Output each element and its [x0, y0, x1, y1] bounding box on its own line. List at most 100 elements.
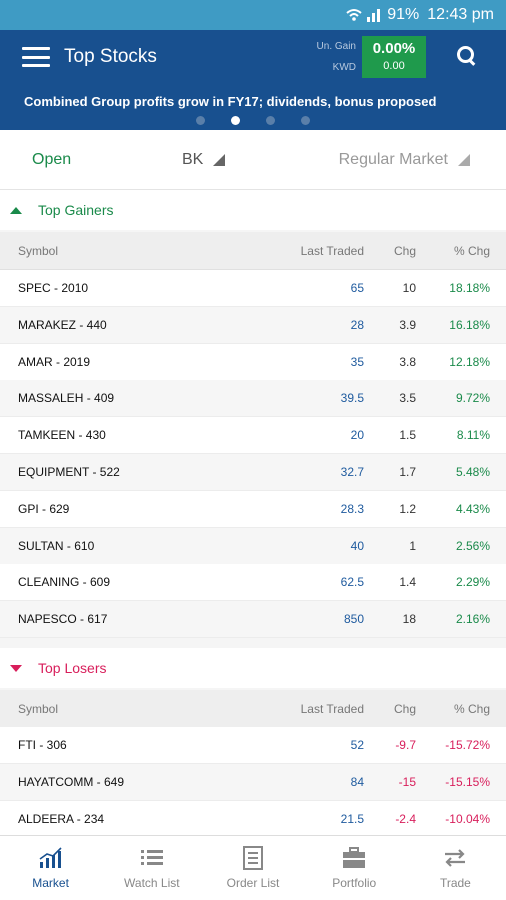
market-type-dropdown[interactable]: Regular Market	[322, 151, 470, 169]
nav-order-list[interactable]: Order List	[202, 836, 303, 900]
chg-cell: 3.9	[399, 317, 416, 332]
last-traded-cell: 52	[350, 738, 364, 752]
news-ticker[interactable]: Combined Group profits grow in FY17; div…	[0, 84, 506, 130]
table-row[interactable]: HAYATCOMM - 649 84 -15 -15.15%	[0, 763, 506, 801]
table-row[interactable]: AMAR - 2019 35 3.8 12.18%	[0, 343, 506, 381]
symbol-cell: ALDEERA - 234	[18, 811, 105, 826]
pct-chg-cell: 16.18%	[449, 317, 490, 332]
news-headline: Combined Group profits grow in FY17; div…	[24, 94, 437, 109]
last-traded-cell: 28	[350, 317, 364, 332]
chg-cell: 3.5	[399, 391, 416, 406]
chg-cell: 10	[402, 281, 416, 295]
pct-chg-cell: 2.16%	[455, 612, 490, 627]
last-traded-cell: 84	[350, 774, 364, 789]
signal-icons	[345, 7, 383, 23]
dropdown-triangle-icon	[458, 153, 470, 166]
last-traded-cell: 21.5	[340, 811, 364, 826]
col-pct-chg: % Chg	[453, 701, 490, 716]
pct-chg-cell: 18.18%	[449, 281, 490, 295]
page-title: Top Stocks	[64, 46, 157, 67]
table-row[interactable]: EQUIPMENT - 522 32.7 1.7 5.48%	[0, 454, 506, 491]
wifi-signal-icon	[346, 9, 381, 22]
pct-chg-cell: 8.11%	[456, 428, 490, 443]
nav-trade[interactable]: Trade	[405, 836, 506, 900]
unrealized-gain-box[interactable]: 0.00% 0.00	[362, 36, 426, 78]
col-chg: Chg	[393, 243, 416, 258]
hamburger-menu-icon[interactable]	[22, 47, 50, 67]
nav-portfolio[interactable]: Portfolio	[304, 836, 405, 900]
nav-label: Market	[32, 876, 69, 890]
pct-chg-cell: 5.48%	[455, 465, 490, 479]
last-traded-cell: 28.3	[340, 501, 364, 516]
last-traded-cell: 850	[343, 612, 364, 627]
exchange-dropdown[interactable]: BK	[182, 151, 322, 169]
nav-label: Watch List	[124, 876, 180, 890]
carousel-dot[interactable]	[266, 116, 275, 125]
table-row[interactable]: TAMKEEN - 430 20 1.5 8.11%	[0, 417, 506, 455]
last-traded-cell: 20	[350, 428, 364, 443]
pct-chg-cell: 2.56%	[455, 538, 490, 553]
top-losers-header[interactable]: Top Losers	[0, 648, 506, 688]
chg-cell: 18	[402, 612, 416, 627]
chg-cell: -2.4	[395, 811, 416, 826]
nav-label: Order List	[226, 876, 280, 890]
symbol-cell: NAPESCO - 617	[18, 612, 108, 627]
table-row[interactable]: NAPESCO - 617 850 18 2.16%	[0, 601, 506, 639]
status-time: 12:43 pm	[427, 6, 494, 23]
symbol-cell: CLEANING - 609	[18, 575, 111, 590]
col-last-traded: Last Traded	[300, 243, 364, 258]
collapse-down-icon	[10, 664, 22, 672]
top-gainers-header[interactable]: Top Gainers	[0, 190, 506, 230]
pct-chg-cell: -15.72%	[445, 738, 490, 752]
nav-market[interactable]: Market	[0, 836, 101, 900]
top-losers-title: Top Losers	[38, 660, 107, 676]
exchange-value: BK	[182, 150, 204, 168]
table-row[interactable]: ALDEERA - 234 21.5 -2.4 -10.04%	[0, 800, 506, 838]
last-traded-cell: 65	[350, 281, 364, 295]
gain-percent: 0.00%	[372, 40, 416, 57]
bottom-navigation: Market Watch List Order List Portfolio	[0, 835, 506, 900]
col-chg: Chg	[393, 701, 416, 716]
filter-row: Open BK Regular Market	[0, 130, 506, 190]
table-row[interactable]: GPI - 629 28.3 1.2 4.43%	[0, 490, 506, 528]
chg-cell: -15	[398, 774, 416, 789]
symbol-cell: GPI - 629	[18, 501, 70, 516]
battery-level: 91%	[387, 6, 420, 23]
symbol-cell: AMAR - 2019	[18, 354, 91, 369]
gainers-column-header: Symbol Last Traded Chg % Chg	[0, 232, 506, 270]
market-status: Open	[32, 150, 72, 168]
gain-labels: Un. Gain KWD	[317, 36, 356, 78]
table-row[interactable]: CLEANING - 609 62.5 1.4 2.29%	[0, 564, 506, 602]
table-row[interactable]: MASSALEH - 409 39.5 3.5 9.72%	[0, 380, 506, 418]
unrealized-gain-label: Un. Gain	[316, 41, 356, 52]
pct-chg-cell: -15.15%	[445, 774, 490, 789]
carousel-dot-active[interactable]	[231, 116, 240, 125]
nav-label: Trade	[439, 876, 471, 890]
table-row[interactable]: SULTAN - 610 40 1 2.56%	[0, 527, 506, 565]
carousel-dot[interactable]	[301, 116, 310, 125]
search-icon[interactable]	[456, 45, 480, 69]
nav-label: Portfolio	[332, 876, 377, 890]
app-bar: Top Stocks Un. Gain KWD 0.00% 0.00	[0, 30, 506, 84]
dropdown-triangle-icon	[213, 153, 226, 166]
carousel-dot[interactable]	[196, 116, 205, 125]
chg-cell: 1	[409, 538, 416, 553]
last-traded-cell: 40	[350, 538, 364, 553]
col-pct-chg: % Chg	[453, 243, 490, 258]
market-type-value: Regular Market	[338, 150, 448, 168]
table-row[interactable]: SPEC - 2010 65 10 18.18%	[0, 270, 506, 307]
last-traded-cell: 62.5	[340, 575, 364, 590]
status-bar: 91% 12:43 pm	[0, 0, 506, 30]
nav-watch-list[interactable]: Watch List	[101, 836, 202, 900]
top-gainers-title: Top Gainers	[38, 202, 114, 218]
symbol-cell: FTI - 306	[18, 738, 67, 752]
last-traded-cell: 39.5	[340, 391, 364, 406]
pct-chg-cell: -10.04%	[445, 811, 490, 826]
table-row[interactable]: FTI - 306 52 -9.7 -15.72%	[0, 727, 506, 764]
watch-list-icon	[140, 850, 163, 865]
table-row[interactable]: MARAKEZ - 440 28 3.9 16.18%	[0, 306, 506, 344]
chg-cell: 1.4	[399, 575, 416, 590]
symbol-cell: MARAKEZ - 440	[18, 317, 107, 332]
currency-label: KWD	[332, 62, 356, 73]
losers-column-header: Symbol Last Traded Chg % Chg	[0, 690, 506, 728]
